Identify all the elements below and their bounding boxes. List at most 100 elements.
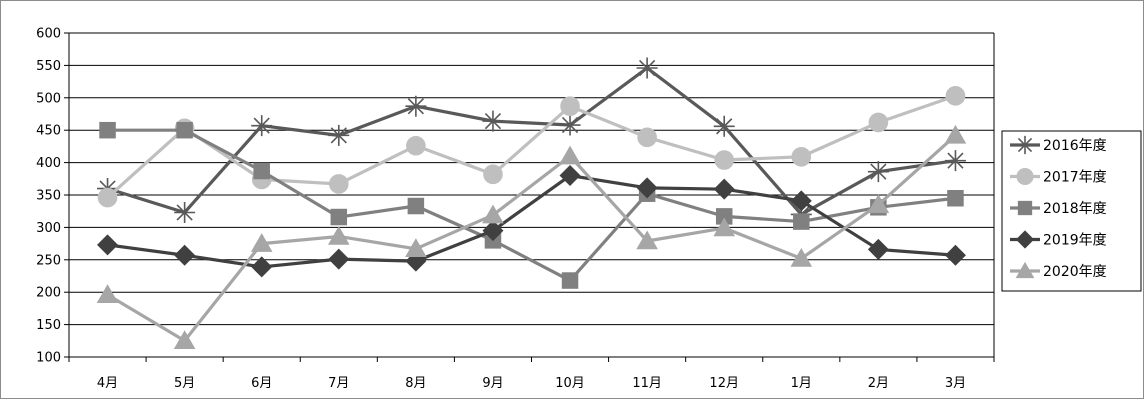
data-point: [637, 127, 657, 148]
data-point: [791, 146, 812, 167]
data-point: [559, 165, 581, 187]
data-point: [250, 233, 273, 252]
data-point: [328, 124, 350, 146]
x-tick-label: 8月: [405, 376, 426, 391]
data-point: [713, 115, 735, 137]
x-tick-label: 1月: [791, 376, 812, 391]
data-point: [251, 256, 273, 278]
data-point: [867, 194, 890, 213]
data-point: [945, 86, 966, 106]
data-point: [97, 187, 118, 208]
data-point: [99, 121, 116, 139]
data-point: [328, 248, 350, 270]
y-tick-label: 300: [36, 221, 61, 236]
legend-label: 2017年度: [1043, 170, 1107, 186]
y-tick-label: 150: [36, 318, 61, 333]
data-point: [636, 230, 658, 250]
y-tick-label: 550: [36, 59, 61, 74]
series-2020年度: [96, 124, 967, 350]
data-point: [790, 190, 812, 212]
legend-item: 2018年度: [1010, 200, 1107, 217]
data-point: [328, 174, 349, 194]
legend-item: 2016年度: [1010, 135, 1107, 155]
legend-label: 2016年度: [1043, 138, 1107, 154]
data-point: [482, 110, 504, 132]
y-tick-label: 350: [36, 189, 61, 204]
data-point: [407, 197, 425, 215]
y-tick-label: 450: [36, 124, 61, 139]
data-point: [867, 238, 889, 260]
legend-item: 2020年度: [1010, 261, 1107, 280]
series-2017年度: [97, 86, 966, 208]
data-point: [253, 162, 270, 180]
legend-marker: [1015, 230, 1035, 249]
y-tick-label: 500: [36, 91, 61, 106]
data-point: [944, 150, 966, 172]
data-point: [867, 161, 889, 183]
series-line: [107, 128, 956, 283]
x-tick-label: 9月: [482, 376, 503, 391]
legend-label: 2018年度: [1043, 201, 1107, 217]
legend-item: 2017年度: [1010, 167, 1107, 186]
data-point: [176, 121, 193, 139]
x-tick-label: 5月: [174, 376, 195, 391]
legend: 2016年度 2017年度 2018年度 2019年度 2020年度: [1001, 130, 1142, 292]
data-point: [327, 225, 350, 245]
data-point: [715, 208, 733, 225]
x-tick-labels: 4月 5月 6月 7月 8月 9月 10月 11月 12月 1月 2月 3月: [97, 376, 966, 391]
data-point: [405, 238, 427, 258]
data-point: [174, 244, 196, 266]
legend-marker: [1015, 135, 1035, 155]
data-point: [944, 244, 966, 266]
data-point: [405, 95, 427, 117]
x-tick-label: 4月: [97, 376, 118, 391]
data-point: [561, 272, 579, 289]
data-point: [482, 204, 504, 224]
data-point: [173, 330, 196, 350]
data-point: [330, 208, 348, 226]
data-point: [559, 114, 581, 136]
series-2019年度: [97, 165, 966, 278]
legend-marker: [1016, 167, 1034, 186]
data-point: [96, 284, 119, 304]
y-tick-label: 200: [36, 286, 61, 301]
data-point: [483, 164, 503, 185]
data-point: [947, 189, 964, 207]
data-point: [482, 220, 504, 242]
legend-marker: [1017, 200, 1033, 216]
data-point: [944, 124, 967, 144]
y-tick-label: 400: [36, 156, 61, 171]
data-point: [97, 234, 119, 256]
x-tick-label: 7月: [328, 376, 349, 391]
series-line: [106, 134, 957, 343]
axes: [64, 32, 995, 362]
x-tick-label: 6月: [251, 376, 272, 391]
y-tick-label: 100: [36, 351, 61, 366]
legend-label: 2020年度: [1043, 264, 1107, 280]
legend-label: 2019年度: [1043, 233, 1107, 249]
y-tick-label: 600: [36, 27, 61, 42]
data-point: [560, 96, 580, 117]
data-point: [406, 135, 426, 156]
data-point: [714, 150, 735, 170]
legend-marker: [1015, 261, 1035, 279]
data-point: [174, 201, 196, 223]
x-tick-label: 10月: [555, 376, 585, 391]
y-tick-labels: 100 150 200 250 300 350 400 450 500 550 600: [36, 27, 61, 366]
series-group: [96, 57, 967, 350]
series-2018年度: [99, 121, 964, 289]
series-line: [107, 173, 956, 269]
data-point: [559, 145, 581, 165]
data-point: [405, 250, 427, 272]
data-point: [636, 57, 658, 79]
y-tick-label: 250: [36, 253, 61, 268]
series-line: [106, 94, 956, 199]
data-point: [713, 178, 735, 200]
x-tick-label: 3月: [945, 376, 966, 391]
data-point: [868, 112, 889, 133]
data-point: [793, 213, 810, 230]
data-point: [790, 248, 813, 267]
x-tick-label: 11月: [632, 376, 662, 391]
